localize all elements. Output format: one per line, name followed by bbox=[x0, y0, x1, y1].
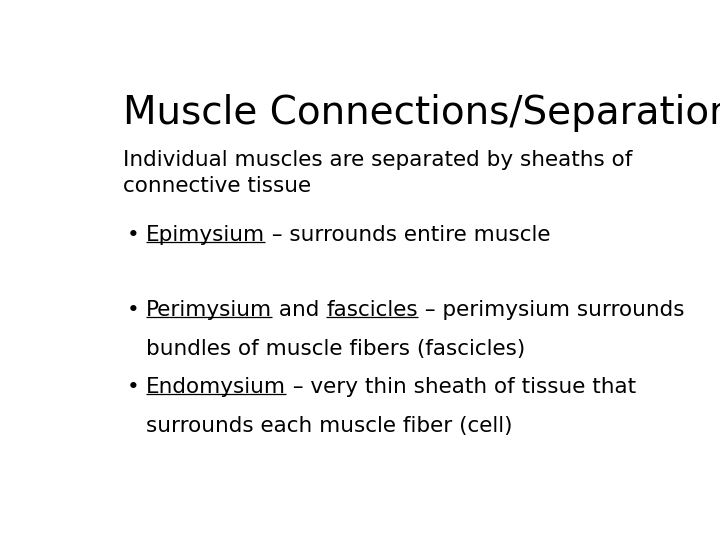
Text: Individual muscles are separated by sheaths of
connective tissue: Individual muscles are separated by shea… bbox=[124, 150, 633, 197]
Text: Endomysium: Endomysium bbox=[145, 377, 286, 397]
Text: surrounds each muscle fiber (cell): surrounds each muscle fiber (cell) bbox=[145, 416, 513, 436]
Text: Epimysium: Epimysium bbox=[145, 225, 265, 245]
Text: •: • bbox=[126, 300, 139, 320]
Text: •: • bbox=[126, 377, 139, 397]
Text: Perimysium: Perimysium bbox=[145, 300, 272, 320]
Text: bundles of muscle fibers (fascicles): bundles of muscle fibers (fascicles) bbox=[145, 339, 525, 359]
Text: Muscle Connections/Separations: Muscle Connections/Separations bbox=[124, 94, 720, 132]
Text: •: • bbox=[126, 225, 139, 245]
Text: – perimysium surrounds: – perimysium surrounds bbox=[418, 300, 684, 320]
Text: – very thin sheath of tissue that: – very thin sheath of tissue that bbox=[286, 377, 636, 397]
Text: fascicles: fascicles bbox=[326, 300, 418, 320]
Text: and: and bbox=[272, 300, 326, 320]
Text: – surrounds entire muscle: – surrounds entire muscle bbox=[265, 225, 550, 245]
